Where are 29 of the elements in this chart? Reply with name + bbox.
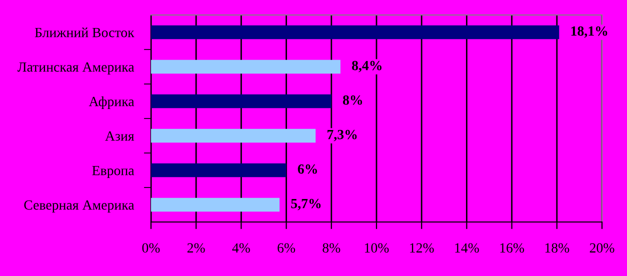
x-tick-label: 6% [278,243,296,253]
x-tick-label: 20% [590,243,614,253]
x-tick-label: 8% [322,243,340,253]
bar [151,163,286,178]
y-tick-label: Европа [92,166,134,178]
x-tick-label: 14% [455,243,479,253]
bar [151,60,340,74]
data-label: 5,7% [291,198,321,210]
y-tick-label: Северная Америка [24,200,134,213]
bar [151,198,280,212]
x-tick-label: 16% [500,243,524,253]
data-label: 7,3% [328,130,357,142]
x-tick-label: 10% [364,243,389,253]
y-tick-label: Ближний Восток [34,28,134,38]
x-tick-label: 4% [232,243,250,253]
data-label: 8% [342,95,362,105]
x-tick-label: 2% [187,243,205,253]
data-label: 8,4% [352,60,382,72]
y-tick-label: Азия [105,131,134,141]
y-tick-label: Латинская Америка [18,62,134,75]
bar [151,128,316,143]
data-label: 6% [298,164,317,174]
x-tick-label: 18% [545,243,570,253]
y-tick-label: Африка [88,96,134,110]
x-tick-label: 0% [142,243,160,253]
bar [151,94,332,108]
data-label: 18,1% [571,26,608,38]
bar [151,25,560,40]
x-tick-label: 12% [410,243,434,253]
